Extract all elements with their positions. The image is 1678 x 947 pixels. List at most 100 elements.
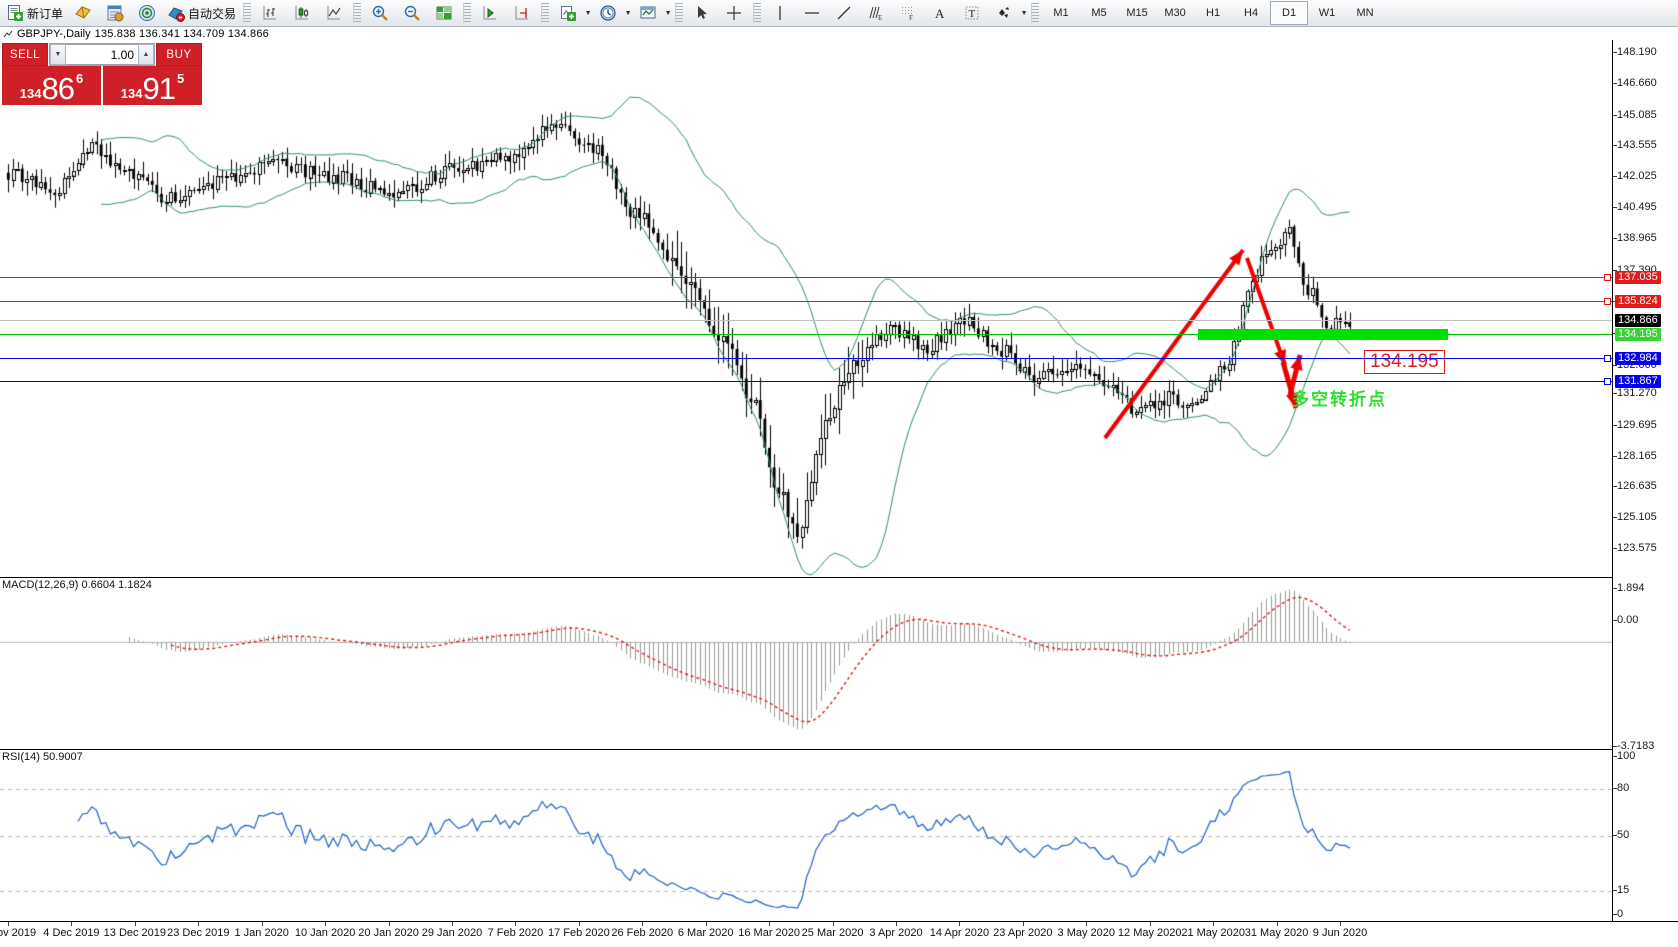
price-pane[interactable]: 多空转折点 134.195 xyxy=(0,40,1612,577)
indicators-button[interactable] xyxy=(552,0,584,26)
date-tickmark xyxy=(832,922,834,926)
buy-price-display[interactable]: 134 91 5 xyxy=(101,66,202,105)
timeframe-h4[interactable]: H4 xyxy=(1244,7,1259,19)
price-label-134-195[interactable]: 134.195 xyxy=(1615,328,1661,341)
chart-area[interactable]: 多空转折点 134.195 MACD(12,26,9) 0.6604 1.182… xyxy=(0,40,1678,947)
indicators-dropdown-arrow[interactable]: ▼ xyxy=(584,9,592,17)
price-tick-label: 123.575 xyxy=(1617,542,1657,554)
horizontal-level-line[interactable] xyxy=(0,380,1612,382)
price-tick-label: 128.165 xyxy=(1617,449,1657,462)
signals-button[interactable] xyxy=(131,0,163,26)
cursor-button[interactable] xyxy=(686,0,718,26)
one-click-trading-panel[interactable]: SELL ▼ 1.00 ▲ BUY 134 86 6 134 91 5 xyxy=(2,43,202,105)
timeframe-mn[interactable]: MN xyxy=(1356,7,1374,19)
price-label-137-035[interactable]: 137.035 xyxy=(1615,270,1661,284)
symbol-bar: GBPJPY-,Daily 135.838 136.341 134.709 13… xyxy=(0,27,1678,40)
zoom-in-button[interactable] xyxy=(364,0,396,26)
price-axis[interactable]: 148.190 146.660 145.085 143.555 142.025 140.4… xyxy=(1612,40,1678,921)
level-handle[interactable] xyxy=(1604,273,1611,281)
zoom-in-icon xyxy=(371,4,389,22)
sell-button[interactable]: SELL xyxy=(2,43,48,66)
level-handle[interactable] xyxy=(1604,377,1611,385)
timeframe-m30[interactable]: M30 xyxy=(1164,7,1186,19)
grid-button[interactable] xyxy=(428,0,460,26)
date-tickmark xyxy=(71,922,73,926)
data-window-button[interactable] xyxy=(99,0,131,26)
price-tick-label: 146.660 xyxy=(1617,76,1657,89)
volume-stepper[interactable]: ▼ 1.00 ▲ xyxy=(49,43,155,66)
price-tick-label: 126.635 xyxy=(1617,480,1657,493)
main-toolbar[interactable]: 新订单 xyxy=(0,0,1678,27)
horizontal-level-line[interactable] xyxy=(0,301,1612,303)
date-tickmark xyxy=(1149,922,1151,926)
timeframe-group[interactable]: M1 M5 M15 M30 H1 H4 D1 W1 MN xyxy=(1042,1,1384,25)
axis-tickmark xyxy=(1613,756,1617,757)
support-band[interactable] xyxy=(1198,329,1448,340)
volume-value[interactable]: 1.00 xyxy=(66,44,138,65)
channel-button[interactable]: F xyxy=(892,0,924,26)
templates-button[interactable] xyxy=(632,0,664,26)
rsi-pane[interactable]: RSI(14) 50.9007 xyxy=(0,749,1612,921)
shapes-dropdown-arrow[interactable]: ▼ xyxy=(1020,9,1028,17)
sell-price-display[interactable]: 134 86 6 xyxy=(2,66,101,105)
autotrade-button[interactable]: 自动交易 xyxy=(163,0,240,26)
volume-increase-button[interactable]: ▲ xyxy=(138,44,154,65)
shift-end-button[interactable] xyxy=(474,0,506,26)
toolbar-separator xyxy=(243,3,252,23)
axis-tickmark xyxy=(1613,517,1617,519)
volume-decrease-button[interactable]: ▼ xyxy=(50,44,66,65)
rsi-tick-label: 50 xyxy=(1617,829,1630,841)
price-canvas xyxy=(0,40,1612,577)
candlestick-chart-button[interactable] xyxy=(286,0,318,26)
bar-chart-button[interactable] xyxy=(254,0,286,26)
fibo-button[interactable]: E xyxy=(860,0,892,26)
macd-tick-label: 1.894 xyxy=(1617,582,1645,594)
crosshair-button[interactable] xyxy=(718,0,750,26)
oct-controls-row[interactable]: SELL ▼ 1.00 ▲ BUY xyxy=(2,43,202,66)
date-tick-label: 23 Dec 2019 xyxy=(167,927,230,939)
shapes-icon xyxy=(995,4,1013,22)
zoom-out-button[interactable] xyxy=(396,0,428,26)
toolbar-separator xyxy=(463,3,472,23)
level-handle[interactable] xyxy=(1604,355,1611,363)
price-label-135-824[interactable]: 135.824 xyxy=(1615,295,1661,309)
new-order-button[interactable]: 新订单 xyxy=(2,0,67,26)
timeframe-h1[interactable]: H1 xyxy=(1206,7,1221,19)
buy-button[interactable]: BUY xyxy=(156,43,202,66)
date-tickmark xyxy=(388,922,390,926)
level-handle[interactable] xyxy=(1604,298,1611,306)
vertical-line-button[interactable] xyxy=(764,0,796,26)
price-label-131-867[interactable]: 131.867 xyxy=(1615,374,1661,388)
horizontal-line-button[interactable] xyxy=(796,0,828,26)
shapes-button[interactable] xyxy=(988,0,1020,26)
horizontal-level-line[interactable] xyxy=(0,320,1612,322)
price-label-132-984[interactable]: 132.984 xyxy=(1615,352,1661,366)
period-button[interactable] xyxy=(592,0,624,26)
timeframe-d1[interactable]: D1 xyxy=(1270,1,1309,25)
trendline-button[interactable] xyxy=(828,0,860,26)
horizontal-level-line[interactable] xyxy=(0,334,1612,335)
auto-scroll-icon xyxy=(513,4,531,22)
horizontal-level-line[interactable] xyxy=(0,358,1612,360)
macd-pane[interactable]: MACD(12,26,9) 0.6604 1.1824 xyxy=(0,577,1612,749)
timeframe-m15[interactable]: M15 xyxy=(1126,7,1148,19)
axis-tickmark xyxy=(1613,207,1617,209)
templates-dropdown-arrow[interactable]: ▼ xyxy=(664,9,672,17)
timeframe-m5[interactable]: M5 xyxy=(1091,7,1107,19)
price-label-134-866[interactable]: 134.866 xyxy=(1615,314,1661,328)
date-tick-label: 21 May 2020 xyxy=(1181,927,1245,939)
expert-advisors-button[interactable] xyxy=(67,0,99,26)
period-dropdown-arrow[interactable]: ▼ xyxy=(624,9,632,17)
symbol-ohlc: 135.838 136.341 134.709 134.866 xyxy=(94,27,269,40)
timeframe-m1[interactable]: M1 xyxy=(1053,7,1069,19)
oct-prices-row[interactable]: 134 86 6 134 91 5 xyxy=(2,66,202,105)
timeframe-w1[interactable]: W1 xyxy=(1318,7,1336,19)
horizontal-level-line[interactable] xyxy=(0,276,1612,278)
line-chart-button[interactable] xyxy=(318,0,350,26)
text-button[interactable]: A xyxy=(924,0,956,26)
toolbar-separator xyxy=(353,3,362,23)
auto-scroll-button[interactable] xyxy=(506,0,538,26)
text-label-button[interactable]: T xyxy=(956,0,988,26)
price-tick-label: 125.105 xyxy=(1617,511,1657,524)
